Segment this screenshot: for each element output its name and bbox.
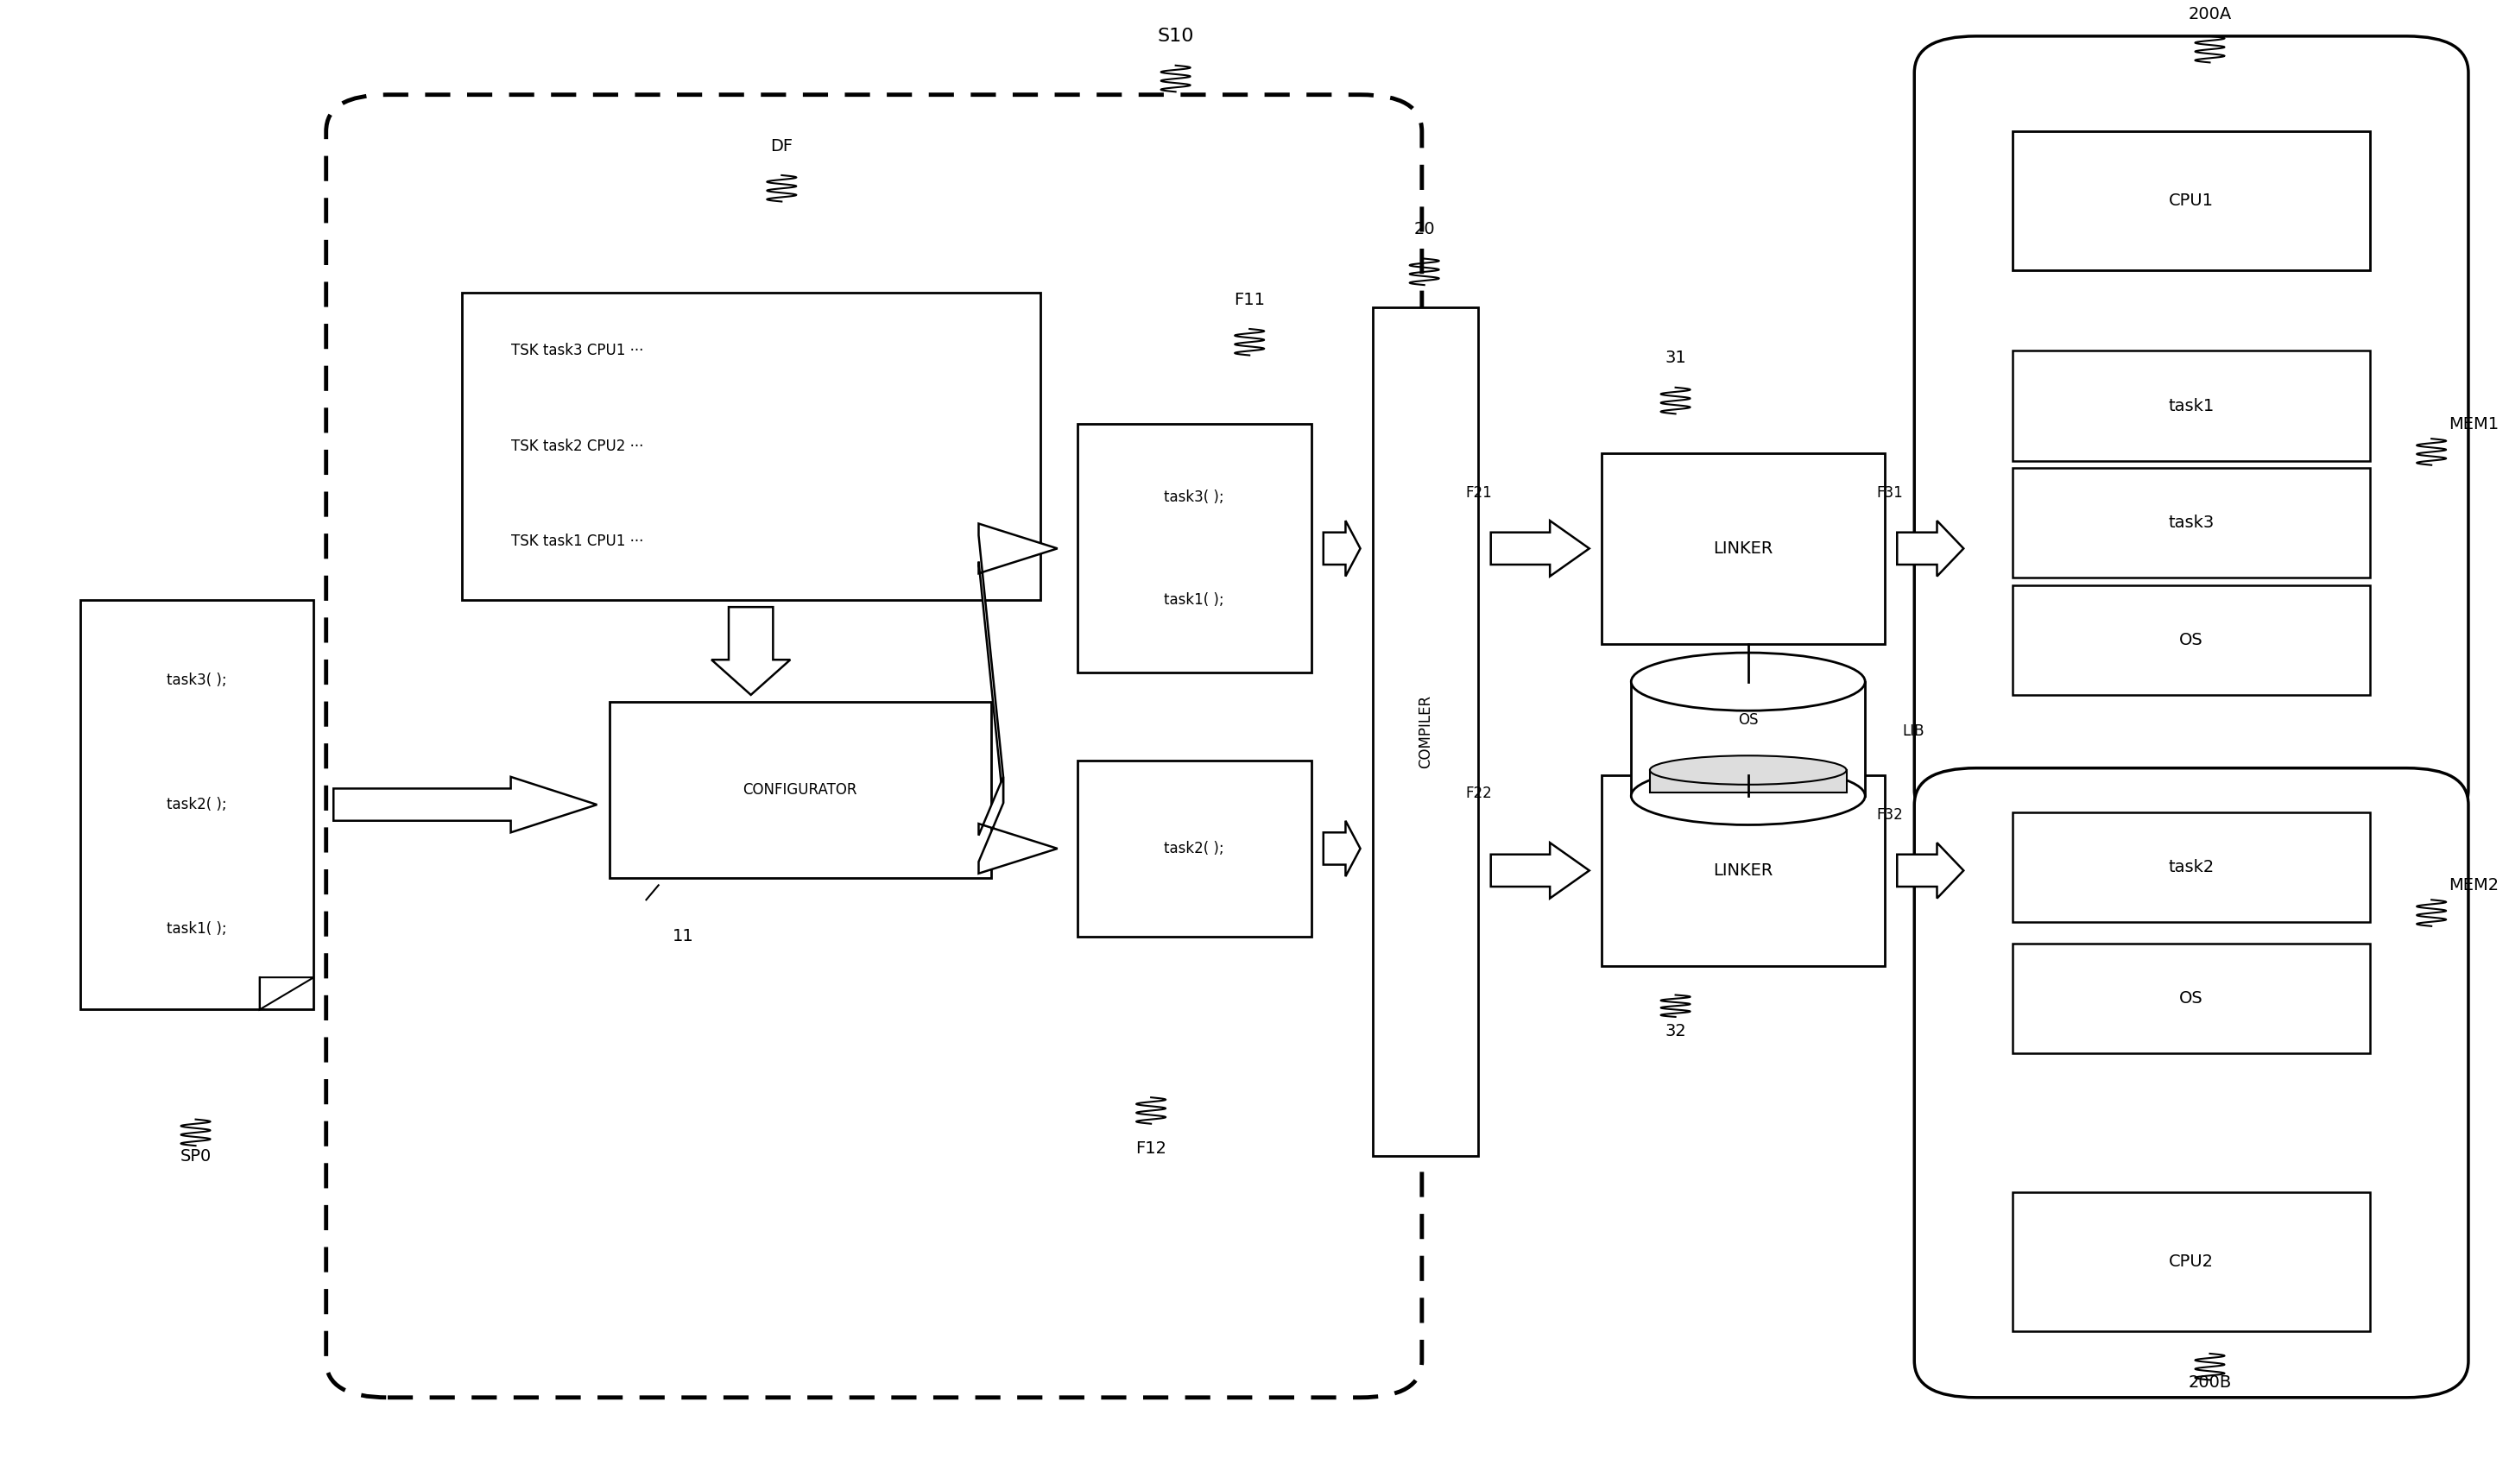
Text: OS: OS <box>2180 632 2203 649</box>
Text: task3: task3 <box>2168 515 2215 531</box>
Polygon shape <box>713 607 790 695</box>
Text: 200B: 200B <box>2188 1374 2231 1391</box>
Bar <box>462 292 1041 600</box>
Bar <box>80 600 314 1009</box>
Text: 31: 31 <box>1666 350 1686 367</box>
Text: TSK task1 CPU1 ···: TSK task1 CPU1 ··· <box>512 533 642 549</box>
Bar <box>2012 350 2371 460</box>
Text: COMPILER: COMPILER <box>1418 695 1433 769</box>
Text: task1: task1 <box>2168 398 2215 414</box>
Polygon shape <box>1897 843 1965 898</box>
Ellipse shape <box>1631 767 1864 825</box>
Bar <box>1601 453 1884 644</box>
Text: S10: S10 <box>1157 28 1194 45</box>
Text: F12: F12 <box>1137 1140 1167 1158</box>
Text: CPU1: CPU1 <box>2168 193 2213 209</box>
Text: task1( );: task1( ); <box>166 922 226 936</box>
Polygon shape <box>334 776 597 833</box>
Text: SP0: SP0 <box>181 1147 211 1163</box>
Text: task3( );: task3( ); <box>1164 490 1224 505</box>
Text: task2: task2 <box>2168 859 2215 876</box>
Text: F32: F32 <box>1877 807 1902 822</box>
Text: MEM2: MEM2 <box>2449 877 2499 893</box>
Text: task2( );: task2( ); <box>166 797 226 812</box>
Text: CPU2: CPU2 <box>2168 1254 2213 1270</box>
Polygon shape <box>1322 821 1360 877</box>
Text: OS: OS <box>1739 712 1759 727</box>
Polygon shape <box>979 776 1056 874</box>
Bar <box>2012 467 2371 577</box>
Text: MEM1: MEM1 <box>2449 416 2499 432</box>
Bar <box>2012 131 2371 270</box>
Ellipse shape <box>1651 755 1847 785</box>
FancyBboxPatch shape <box>1914 769 2469 1398</box>
Polygon shape <box>1490 843 1588 898</box>
Text: TSK task2 CPU2 ···: TSK task2 CPU2 ··· <box>512 438 642 454</box>
Text: task3( );: task3( ); <box>166 672 226 689</box>
Text: F21: F21 <box>1465 485 1493 500</box>
Bar <box>610 702 991 879</box>
Bar <box>1076 761 1312 936</box>
Ellipse shape <box>1631 653 1864 711</box>
Bar <box>2012 1193 2371 1331</box>
Polygon shape <box>1490 521 1588 576</box>
Text: OS: OS <box>2180 990 2203 1006</box>
Bar <box>1651 770 1847 792</box>
Text: 20: 20 <box>1413 221 1435 237</box>
Polygon shape <box>1897 521 1965 576</box>
Text: CONFIGURATOR: CONFIGURATOR <box>743 782 858 798</box>
Text: 200A: 200A <box>2188 6 2231 22</box>
Bar <box>1372 307 1478 1156</box>
Text: F22: F22 <box>1465 785 1493 801</box>
Text: LINKER: LINKER <box>1714 540 1774 556</box>
Polygon shape <box>1322 521 1360 576</box>
Text: 32: 32 <box>1666 1024 1686 1040</box>
Text: 11: 11 <box>672 928 695 945</box>
Polygon shape <box>979 524 1056 803</box>
Text: DF: DF <box>770 138 793 154</box>
Text: LINKER: LINKER <box>1714 862 1774 879</box>
FancyBboxPatch shape <box>1914 36 2469 827</box>
Bar <box>2012 944 2371 1054</box>
Bar <box>2012 585 2371 695</box>
Bar <box>1631 681 1864 795</box>
Polygon shape <box>258 978 314 1009</box>
Text: task2( );: task2( ); <box>1164 841 1224 856</box>
Text: F31: F31 <box>1877 485 1902 500</box>
Text: TSK task3 CPU1 ···: TSK task3 CPU1 ··· <box>512 343 642 359</box>
Text: F11: F11 <box>1234 291 1265 307</box>
Text: task1( );: task1( ); <box>1164 592 1224 607</box>
Text: LIB: LIB <box>1902 724 1924 739</box>
Bar <box>1076 424 1312 672</box>
Bar <box>2012 812 2371 922</box>
Bar <box>1601 775 1884 966</box>
